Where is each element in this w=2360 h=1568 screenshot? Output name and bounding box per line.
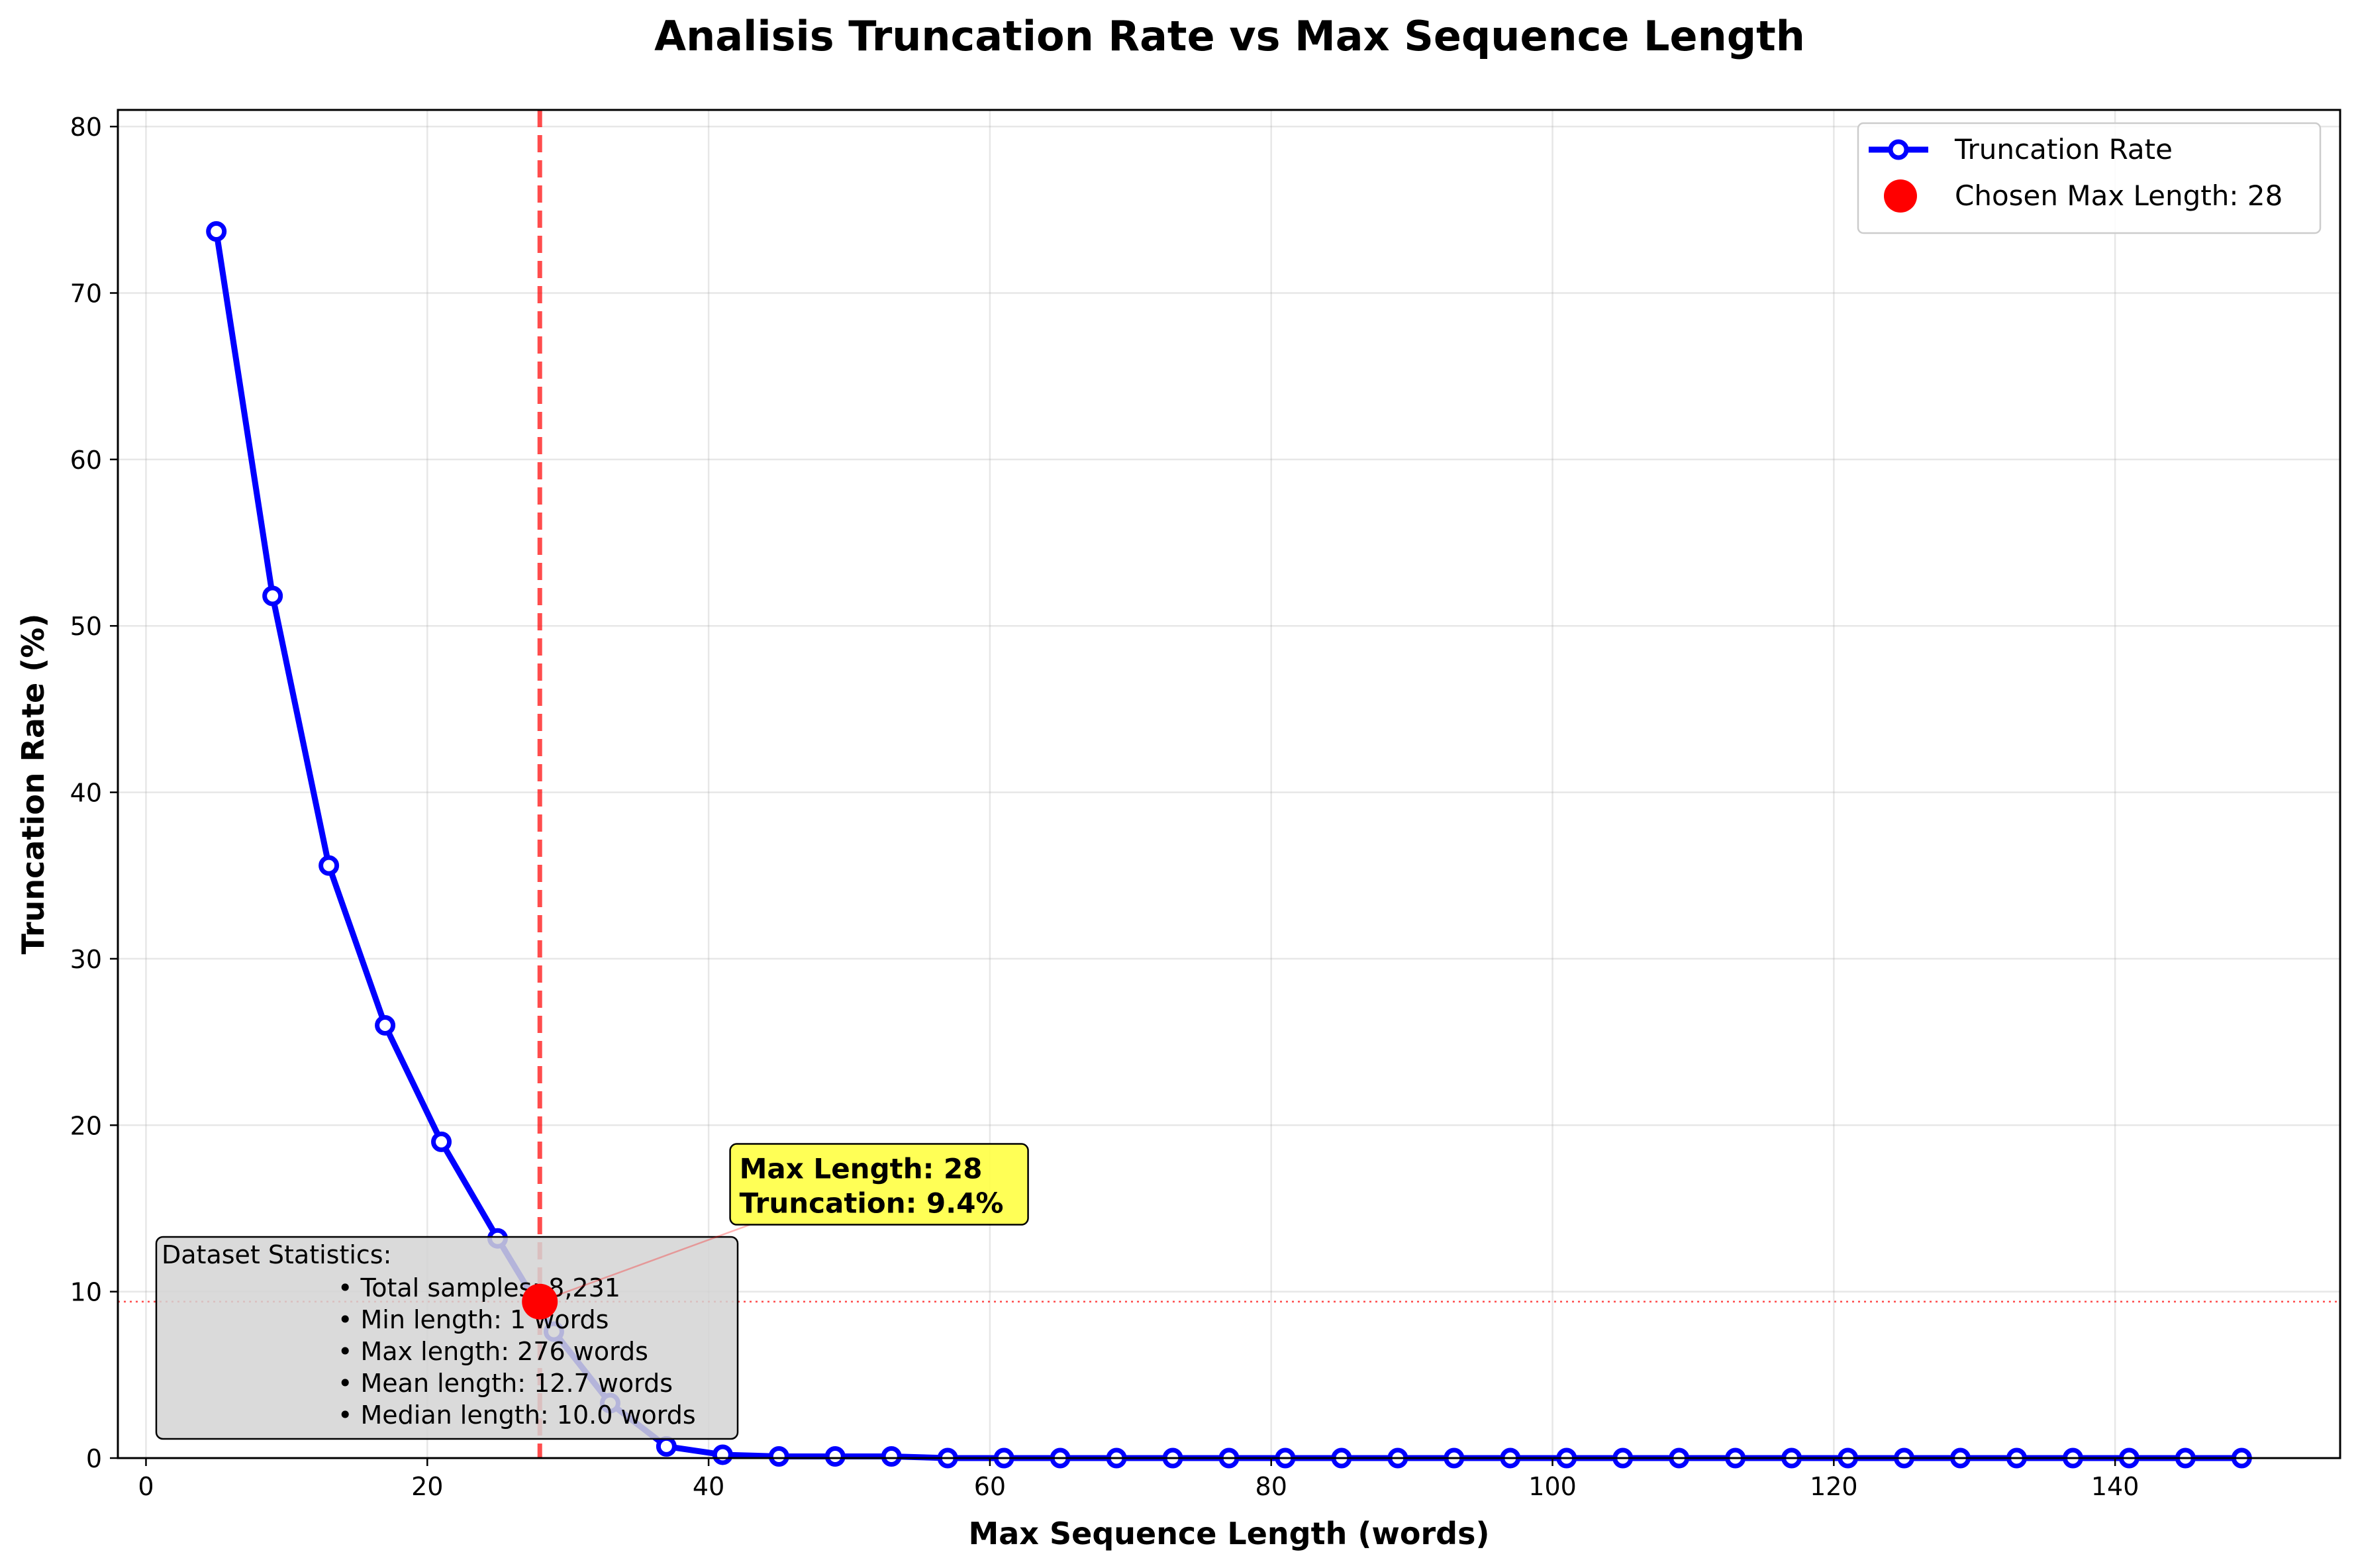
annotation-line-max-length: Max Length: 28 xyxy=(740,1153,983,1185)
x-tick-label: 120 xyxy=(1810,1472,1858,1501)
x-tick-label: 0 xyxy=(138,1472,154,1501)
y-axis-label: Truncation Rate (%) xyxy=(15,614,51,955)
data-point xyxy=(656,1436,677,1457)
y-tick-label: 70 xyxy=(70,279,102,308)
data-point xyxy=(712,1444,733,1465)
chosen-layer xyxy=(522,1283,558,1320)
y-tick-label: 80 xyxy=(70,113,102,142)
chosen-point-marker xyxy=(522,1283,558,1320)
stats-heading: Dataset Statistics: xyxy=(162,1240,391,1269)
data-point xyxy=(824,1446,846,1467)
x-tick-label: 100 xyxy=(1528,1472,1577,1501)
y-tick-label: 20 xyxy=(70,1111,102,1140)
x-tick-label: 20 xyxy=(411,1472,443,1501)
y-tick-label: 30 xyxy=(70,945,102,974)
x-tick-label: 60 xyxy=(974,1472,1006,1501)
y-tick-label: 10 xyxy=(70,1278,102,1307)
data-point xyxy=(768,1446,789,1467)
data-point xyxy=(375,1014,396,1036)
axes-frame xyxy=(117,109,2341,1459)
x-tick-label: 140 xyxy=(2091,1472,2139,1501)
x-tick-label: 80 xyxy=(1255,1472,1287,1501)
chosen-annotation: Max Length: 28 Truncation: 9.4% xyxy=(539,1143,1029,1302)
y-tick-label: 0 xyxy=(86,1444,102,1473)
legend-chosen-swatch xyxy=(1884,179,1917,213)
annotation-background xyxy=(729,1143,1029,1226)
dataset-statistics-box: Dataset Statistics: • Total samples: 8,2… xyxy=(155,1236,739,1440)
y-tick-label: 40 xyxy=(70,779,102,808)
stats-line-mean-length: • Mean length: 12.7 words xyxy=(338,1369,673,1398)
annotation-arrow xyxy=(539,1224,751,1302)
data-point xyxy=(431,1131,452,1152)
x-axis-label: Max Sequence Length (words) xyxy=(968,1516,1489,1551)
legend-label-chosen: Chosen Max Length: 28 xyxy=(1955,179,2283,212)
legend-label-truncation-rate: Truncation Rate xyxy=(1954,133,2173,166)
x-tick-label: 40 xyxy=(693,1472,724,1501)
data-point xyxy=(319,855,340,876)
stats-box-background xyxy=(155,1236,739,1440)
chart-title: Analisis Truncation Rate vs Max Sequence… xyxy=(654,12,1805,60)
data-point xyxy=(206,220,227,242)
stats-line-min-length: • Min length: 1 words xyxy=(338,1305,609,1334)
axis-ticks: 0 20 40 60 80 100 120 140 0 10 20 30 40 50 60 70 80 xyxy=(70,113,2139,1501)
y-tick-label: 50 xyxy=(70,612,102,641)
y-tick-label: 60 xyxy=(70,446,102,475)
stats-line-total-samples: • Total samples: 8,231 xyxy=(338,1273,620,1302)
annotation-line-truncation: Truncation: 9.4% xyxy=(740,1187,1004,1220)
data-point xyxy=(881,1446,902,1467)
legend-frame xyxy=(1857,122,2322,234)
legend-marker-swatch xyxy=(1888,139,1909,160)
legend: Truncation Rate Chosen Max Length: 28 xyxy=(1857,122,2322,234)
data-point xyxy=(262,585,283,607)
stats-line-max-length: • Max length: 276 words xyxy=(338,1337,648,1366)
stats-line-median-length: • Median length: 10.0 words xyxy=(338,1400,696,1430)
